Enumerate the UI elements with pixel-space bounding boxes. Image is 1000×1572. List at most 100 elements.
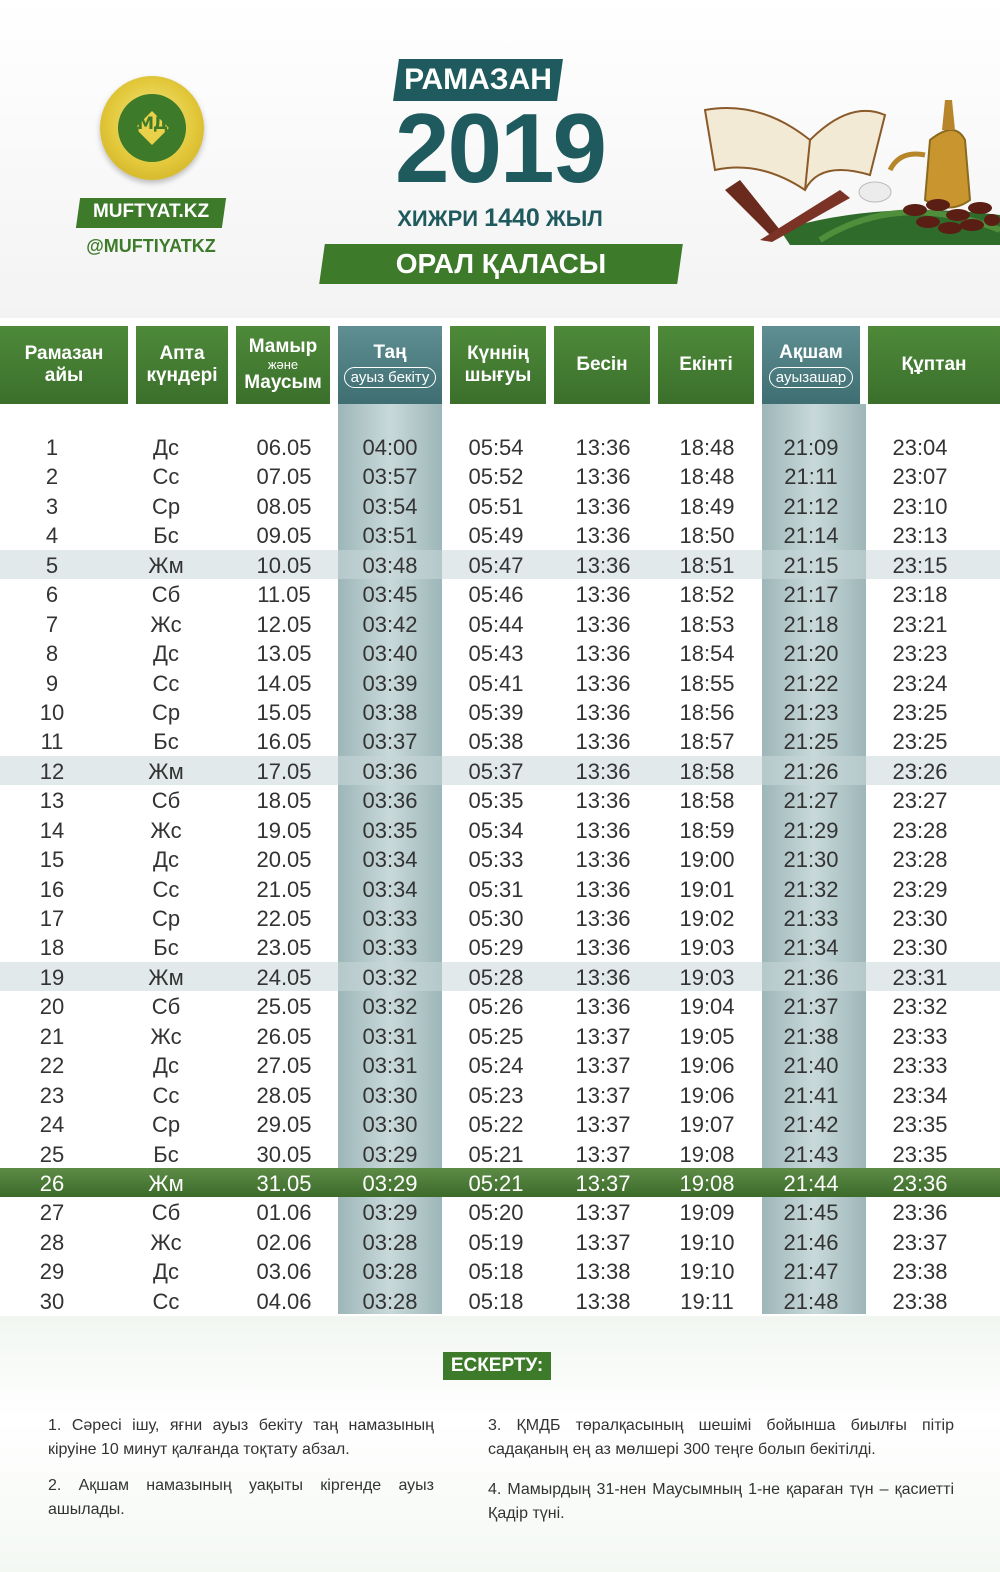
cell-dhuhr: 13:37 [575, 1023, 631, 1049]
cell-asr: 18:53 [679, 611, 735, 637]
cell-isha: 23:36 [892, 1170, 948, 1196]
dallah-lid [942, 100, 955, 130]
cell-date: 28.05 [256, 1082, 312, 1108]
cell-maghrib: 21:46 [783, 1229, 839, 1255]
cell-sunrise: 05:41 [468, 670, 524, 696]
cell-isha: 23:34 [892, 1082, 948, 1108]
cell-weekday: Жс [150, 611, 182, 637]
cell-fajr: 03:48 [362, 552, 418, 578]
header-maghrib: Ақшам ауызашар [762, 326, 860, 404]
cell-maghrib: 21:25 [783, 729, 839, 755]
cell-day: 28 [39, 1229, 65, 1255]
cell-asr: 18:49 [679, 493, 735, 519]
cell-isha: 23:29 [892, 876, 948, 902]
cell-dhuhr: 13:36 [575, 758, 631, 784]
timetable-body: 1 Дс 06.05 04:00 05:54 13:36 18:48 21:09 23:04 2 С… [0, 432, 1000, 1315]
cell-sunrise: 05:19 [468, 1229, 524, 1255]
cell-maghrib: 21:43 [783, 1141, 839, 1167]
cell-weekday: Сб [151, 788, 181, 814]
cell-asr: 19:10 [679, 1259, 735, 1285]
header-label: Таң [373, 342, 407, 363]
table-row: 17 Ср 22.05 03:33 05:30 13:36 19:02 21:33 23:30 [0, 903, 1000, 932]
table-row: 23 Сс 28.05 03:30 05:23 13:37 19:06 21:41 23:34 [0, 1080, 1000, 1109]
cell-dhuhr: 13:36 [575, 464, 631, 490]
cell-maghrib: 21:48 [783, 1288, 839, 1314]
cell-isha: 23:27 [892, 788, 948, 814]
cell-asr: 19:03 [679, 964, 735, 990]
quran-dates-illustration [703, 100, 1000, 245]
cell-date: 18.05 [256, 788, 312, 814]
table-row: 28 Жс 02.06 03:28 05:19 13:37 19:10 21:46 23:37 [0, 1227, 1000, 1256]
cell-day: 9 [45, 670, 59, 696]
cell-day: 3 [45, 493, 59, 519]
cell-asr: 18:58 [679, 788, 735, 814]
cell-dhuhr: 13:37 [575, 1200, 631, 1226]
header-sublabel: ауызашар [768, 367, 854, 388]
cell-isha: 23:38 [892, 1259, 948, 1285]
cell-asr: 19:04 [679, 994, 735, 1020]
cell-date: 23.05 [256, 935, 312, 961]
cell-asr: 19:09 [679, 1200, 735, 1226]
cell-sunrise: 05:39 [468, 699, 524, 725]
cell-date: 01.06 [256, 1200, 312, 1226]
cell-day: 10 [39, 699, 65, 725]
cell-dhuhr: 13:36 [575, 582, 631, 608]
cell-asr: 19:08 [679, 1170, 735, 1196]
notes-title: ЕСКЕРТУ: [450, 1355, 544, 1376]
cell-maghrib: 21:45 [783, 1200, 839, 1226]
cell-weekday: Ср [151, 493, 181, 519]
cell-asr: 19:11 [680, 1288, 734, 1314]
cell-isha: 23:23 [892, 641, 948, 667]
cell-weekday: Жм [148, 552, 184, 578]
cell-day: 17 [39, 906, 65, 931]
cell-isha: 23:38 [892, 1288, 948, 1314]
cell-asr: 19:02 [679, 906, 735, 931]
cell-date: 08.05 [256, 493, 312, 519]
cell-maghrib: 21:23 [783, 699, 839, 725]
cell-maghrib: 21:32 [783, 876, 839, 902]
table-row: 19 Жм 24.05 03:32 05:28 13:36 19:03 21:36 23:31 [0, 961, 1000, 992]
cell-day: 8 [45, 641, 59, 667]
cell-date: 26.05 [256, 1023, 312, 1049]
dallah-spout [887, 151, 926, 172]
cell-asr: 19:06 [679, 1082, 735, 1108]
cell-dhuhr: 13:36 [575, 847, 631, 873]
cell-asr: 18:59 [679, 817, 735, 843]
table-row: 9 Сс 14.05 03:39 05:41 13:36 18:55 21:22 23:24 [0, 668, 1000, 697]
table-row: 14 Жс 19.05 03:35 05:34 13:36 18:59 21:29 23:28 [0, 815, 1000, 844]
cell-fajr: 03:54 [362, 493, 418, 519]
cell-weekday: Бс [153, 523, 179, 549]
cell-isha: 23:31 [892, 964, 948, 990]
cell-weekday: Сс [152, 670, 180, 696]
cell-weekday: Жм [148, 1170, 184, 1196]
cell-maghrib: 21:40 [783, 1053, 839, 1079]
header-dhuhr: Бесін [554, 326, 650, 404]
cell-sunrise: 05:49 [468, 523, 524, 549]
header-label: Рамазан [24, 343, 104, 364]
table-row: 10 Ср 15.05 03:38 05:39 13:36 18:56 21:23 23:25 [0, 697, 1000, 726]
cell-sunrise: 05:20 [468, 1200, 524, 1226]
logo-emblem: ҚМДБ [118, 94, 186, 162]
cell-fajr: 03:31 [362, 1023, 418, 1049]
cell-dhuhr: 13:36 [575, 729, 631, 755]
cell-fajr: 03:28 [362, 1288, 418, 1314]
cell-isha: 23:33 [892, 1023, 948, 1049]
cell-dhuhr: 13:36 [575, 552, 631, 578]
header-label: Ақшам [779, 342, 843, 363]
cell-sunrise: 05:38 [468, 729, 524, 755]
cell-weekday: Сб [151, 994, 181, 1020]
table-row: 8 Дс 13.05 03:40 05:43 13:36 18:54 21:20 23:23 [0, 638, 1000, 667]
cell-fajr: 03:42 [362, 611, 418, 637]
cell-day: 14 [39, 817, 65, 843]
cell-day: 18 [39, 935, 65, 961]
cell-date: 16.05 [256, 729, 312, 755]
table-row: 4 Бс 09.05 03:51 05:49 13:36 18:50 21:14 23:13 [0, 520, 1000, 549]
cell-asr: 18:50 [679, 523, 735, 549]
cell-day: 29 [39, 1259, 65, 1285]
cell-date: 09.05 [256, 523, 312, 549]
cell-maghrib: 21:30 [783, 847, 839, 873]
note-3: 3. ҚМДБ төралқасының шешімі бойынша биыл… [488, 1417, 954, 1458]
table-row: 3 Ср 08.05 03:54 05:51 13:36 18:49 21:12 23:10 [0, 491, 1000, 520]
cell-fajr: 03:30 [362, 1082, 418, 1108]
header-label: Құптан [901, 354, 967, 375]
